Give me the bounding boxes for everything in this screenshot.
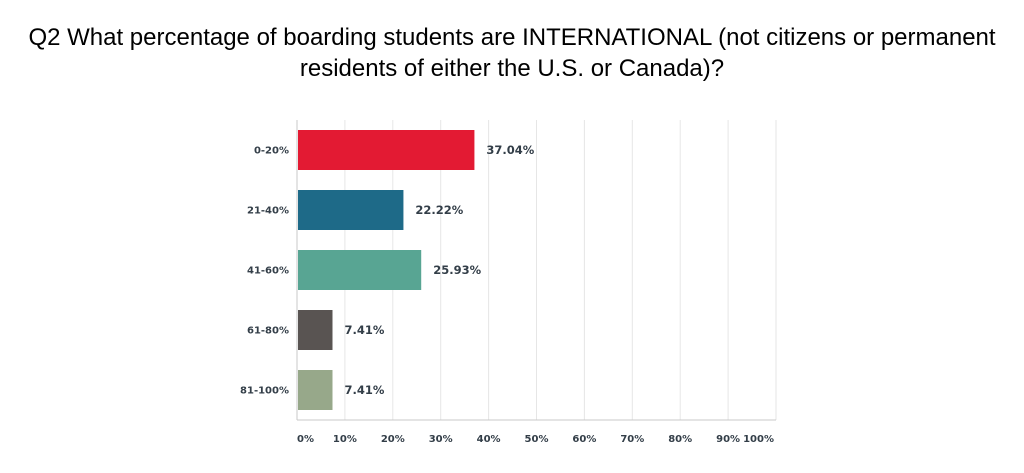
data-label: 22.22% [415, 203, 463, 217]
x-tick-label: 80% [668, 434, 692, 445]
data-label: 25.93% [433, 263, 481, 277]
x-tick-label: 10% [333, 434, 357, 445]
x-tick-label: 90% [716, 434, 740, 445]
category-label: 21-40% [247, 206, 289, 217]
bar-0-20pct [298, 130, 475, 170]
chart-title: Q2 What percentage of boarding students … [28, 24, 996, 82]
x-tick-label: 30% [429, 434, 453, 445]
x-tick-label: 60% [572, 434, 596, 445]
category-label: 81-100% [240, 386, 289, 397]
x-tick-label: 20% [381, 434, 405, 445]
data-label: 37.04% [486, 143, 534, 157]
category-label: 61-80% [247, 326, 289, 337]
x-tick-label: 40% [477, 434, 501, 445]
data-label: 7.41% [344, 383, 384, 397]
bar-41-60pct [298, 250, 422, 290]
bar-61-80pct [298, 310, 333, 350]
category-label: 41-60% [247, 266, 289, 277]
category-label: 0-20% [254, 146, 289, 157]
x-tick-label: 70% [620, 434, 644, 445]
x-tick-label: 0% [297, 434, 314, 445]
bar-21-40pct [298, 190, 404, 230]
x-tick-label: 50% [525, 434, 549, 445]
x-tick-label: 100% [743, 434, 774, 445]
bar-81-100pct [298, 370, 333, 410]
data-label: 7.41% [344, 323, 384, 337]
